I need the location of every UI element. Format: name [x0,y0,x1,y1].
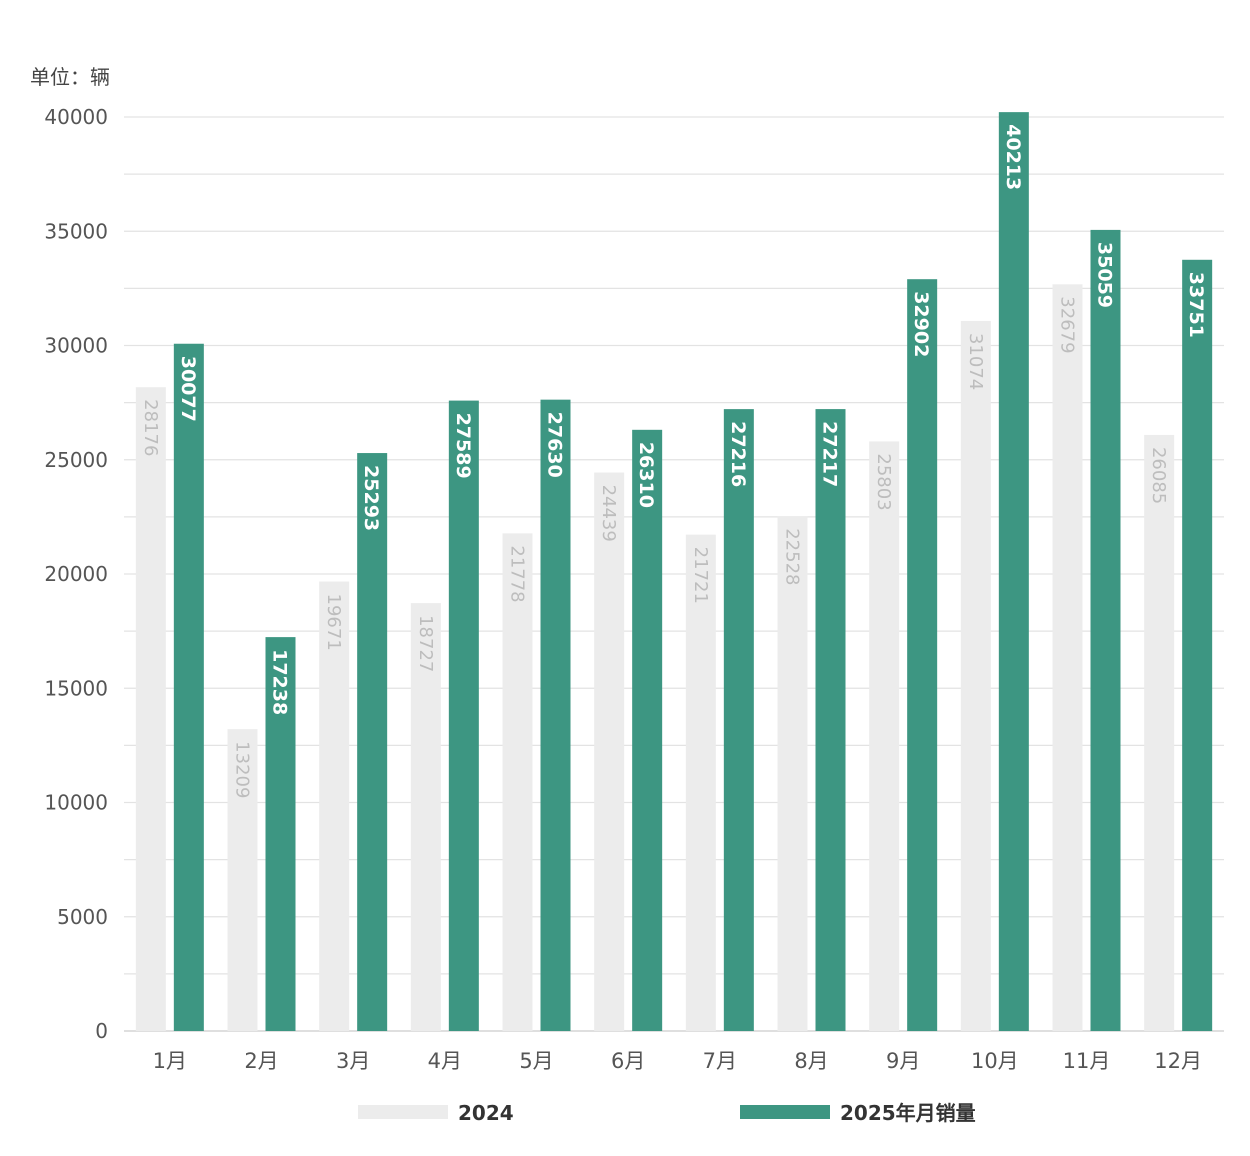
data-label-2025: 40213 [1002,124,1024,190]
data-label-2025: 17238 [269,649,291,715]
x-tick-label: 4月 [428,1049,462,1073]
bar-2025 [540,399,571,1031]
y-tick-label: 15000 [44,676,108,700]
x-tick-label: 11月 [1063,1049,1111,1073]
data-label-2024: 28176 [140,399,161,456]
data-label-2025: 35059 [1094,242,1116,308]
x-tick-label: 9月 [886,1049,920,1073]
y-tick-label: 35000 [44,219,108,243]
x-tick-label: 8月 [794,1049,828,1073]
bar-2024 [960,320,991,1031]
bar-2025 [907,279,938,1031]
bar-2025 [815,409,846,1031]
bar-2024 [594,472,625,1031]
bar-2024 [319,581,350,1031]
unit-label: 单位：辆 [30,65,110,89]
data-label-2024: 21721 [690,547,711,604]
grid-lines [124,116,1224,1032]
bar-2025 [1090,229,1121,1031]
legend-swatch-2025 [740,1105,830,1119]
legend-label-2025: 2025年月销量 [840,1101,976,1125]
bar-2024 [410,603,441,1031]
data-label-2025: 27217 [819,421,841,487]
bar-2025 [357,453,388,1032]
bar-2025 [632,429,663,1031]
data-label-2025: 27589 [452,413,474,479]
data-label-2024: 32679 [1057,296,1078,353]
data-label-2025: 25293 [360,465,382,531]
legend-label-2024: 2024 [458,1101,514,1125]
y-tick-label: 40000 [44,105,108,129]
y-tick-label: 20000 [44,562,108,586]
bar-2024 [685,534,716,1031]
bar-2024 [135,387,166,1031]
x-tick-label: 7月 [703,1049,737,1073]
y-tick-label: 30000 [44,334,108,358]
data-label-2025: 27216 [727,421,749,487]
bar-2024 [777,516,808,1031]
data-label-2024: 18727 [415,615,436,672]
y-tick-label: 25000 [44,448,108,472]
bar-2025 [173,343,204,1031]
data-label-2024: 21778 [507,545,528,602]
data-label-2025: 27630 [544,412,566,478]
bar-2025 [998,112,1029,1032]
x-tick-label: 1月 [153,1049,187,1073]
data-label-2024: 31074 [965,333,986,390]
x-tick-label: 5月 [519,1049,553,1073]
y-tick-label: 0 [95,1019,108,1043]
bar-2025 [723,409,754,1032]
x-tick-label: 10月 [971,1049,1019,1073]
bar-2025 [1182,259,1213,1031]
x-tick-label: 3月 [336,1049,370,1073]
legend-swatch-2024 [358,1105,448,1119]
bar-2025 [448,400,479,1032]
data-label-2025: 32902 [910,291,932,357]
data-label-2024: 19671 [323,594,344,651]
bar-2024 [227,729,258,1031]
bar-2025 [265,637,296,1031]
data-label-2024: 13209 [232,741,253,798]
bar-2024 [1144,434,1175,1031]
data-label-2025: 26310 [635,442,657,508]
x-tick-label: 6月 [611,1049,645,1073]
y-tick-label: 10000 [44,791,108,815]
data-label-2024: 26085 [1148,447,1169,504]
data-label-2024: 25803 [873,453,894,510]
x-axis: 1月 2月 3月 4月 5月 6月 7月 8月 9月 10月 11月 12月 [153,1049,1202,1073]
data-label-2025: 33751 [1185,272,1207,338]
data-label-2024: 22528 [782,528,803,585]
y-axis: 0 5000 10000 15000 20000 25000 30000 35000 40000 [44,105,108,1043]
x-tick-label: 12月 [1154,1049,1202,1073]
legend: 2024 2025年月销量 [358,1101,976,1125]
bar-2024 [869,441,900,1031]
data-label-2025: 30077 [177,356,199,422]
data-label-2024: 24439 [598,485,619,542]
y-tick-label: 5000 [57,905,108,929]
bars: 28176 30077 13209 17238 19671 25293 18727 27589… [135,112,1213,1032]
bar-2024 [1052,284,1083,1031]
bar-2024 [502,533,533,1031]
x-tick-label: 2月 [244,1049,278,1073]
